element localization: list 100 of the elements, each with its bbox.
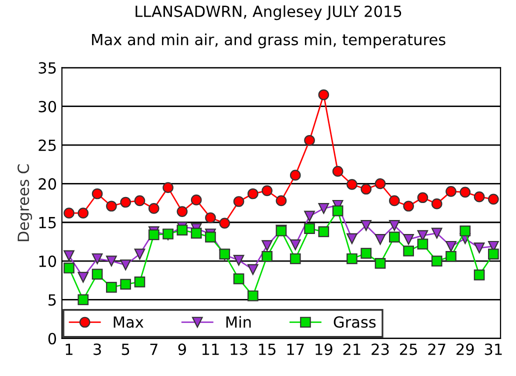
point — [120, 196, 132, 208]
chart-title: LLANSADWRN, Anglesey JULY 2015 — [136, 5, 402, 20]
y-tick-label: 20 — [38, 178, 56, 190]
point — [262, 250, 272, 262]
y-tick-label: 0 — [48, 332, 56, 344]
point — [262, 240, 272, 251]
x-tick-label: 25 — [400, 344, 417, 356]
point — [134, 195, 146, 206]
x-tick-label: 27 — [428, 344, 446, 355]
point — [431, 198, 442, 210]
x-tick-label: 31 — [484, 344, 502, 356]
point — [304, 223, 315, 234]
point — [374, 178, 386, 190]
point — [318, 89, 330, 100]
point — [262, 185, 272, 196]
point — [276, 195, 287, 206]
point — [78, 272, 89, 283]
y-tick-label: 5 — [48, 294, 56, 306]
point — [403, 200, 414, 212]
y-tick-label: 30 — [38, 100, 56, 112]
point — [446, 186, 456, 197]
point — [64, 208, 74, 219]
point — [318, 203, 330, 214]
point — [162, 182, 174, 193]
point — [318, 226, 330, 238]
y-tick-label: 15 — [39, 217, 56, 228]
point — [474, 270, 485, 280]
point — [78, 208, 89, 219]
y-tick-label: 25 — [38, 139, 56, 152]
point — [176, 206, 188, 217]
point — [106, 256, 117, 266]
point — [374, 258, 386, 269]
legend-label: Min — [226, 316, 251, 328]
point — [176, 224, 188, 236]
point — [290, 239, 301, 250]
point — [148, 229, 160, 240]
x-tick-label: 15 — [259, 344, 276, 356]
point — [120, 260, 132, 270]
point — [92, 188, 103, 200]
point — [446, 240, 456, 252]
point — [248, 290, 258, 302]
point — [417, 192, 428, 204]
point — [219, 218, 230, 229]
point — [290, 170, 301, 181]
point — [78, 294, 89, 306]
x-tick-label: 13 — [230, 344, 248, 356]
point — [417, 238, 428, 250]
x-tick-label: 7 — [150, 344, 158, 355]
point — [92, 268, 103, 280]
point — [233, 273, 244, 284]
x-tick-label: 5 — [122, 344, 130, 356]
point — [64, 262, 74, 274]
x-tick-label: 17 — [287, 344, 304, 355]
point — [403, 234, 414, 245]
point — [205, 212, 216, 224]
point — [346, 233, 358, 244]
x-tick-label: 3 — [94, 344, 101, 356]
point — [134, 248, 146, 260]
point — [134, 276, 146, 288]
point — [388, 195, 400, 206]
point — [190, 228, 202, 239]
y-tick-label: 35 — [38, 62, 56, 74]
x-tick-label: 1 — [66, 344, 72, 355]
point — [332, 166, 344, 177]
point — [290, 253, 301, 264]
y-axis-title: Degrees C — [18, 164, 32, 242]
x-tick-label: 19 — [316, 344, 332, 356]
point — [248, 264, 258, 275]
point — [474, 191, 485, 202]
x-tick-label: 9 — [178, 344, 186, 356]
point — [304, 210, 315, 222]
legend-label: Grass — [334, 316, 376, 328]
point — [488, 248, 499, 260]
point — [346, 179, 358, 190]
point — [431, 256, 442, 266]
point — [474, 242, 485, 254]
point — [374, 234, 386, 245]
point — [460, 186, 471, 198]
y-tick-label: 10 — [39, 256, 56, 268]
point — [148, 203, 160, 214]
point — [205, 232, 216, 242]
point — [460, 225, 471, 236]
chart-subtitle: Max and min air, and grass min, temperatures — [92, 34, 446, 48]
point — [346, 253, 358, 264]
point — [446, 250, 456, 262]
point — [360, 184, 372, 195]
point — [332, 205, 344, 216]
point — [233, 196, 244, 207]
legend-label: Max — [114, 316, 144, 328]
point — [403, 246, 414, 256]
point — [360, 220, 372, 231]
point — [304, 134, 315, 146]
point — [106, 282, 117, 293]
point — [431, 228, 442, 239]
point — [233, 254, 244, 266]
point — [64, 250, 74, 262]
point — [360, 248, 372, 259]
point — [488, 194, 499, 205]
point — [388, 220, 400, 231]
point — [106, 200, 117, 212]
